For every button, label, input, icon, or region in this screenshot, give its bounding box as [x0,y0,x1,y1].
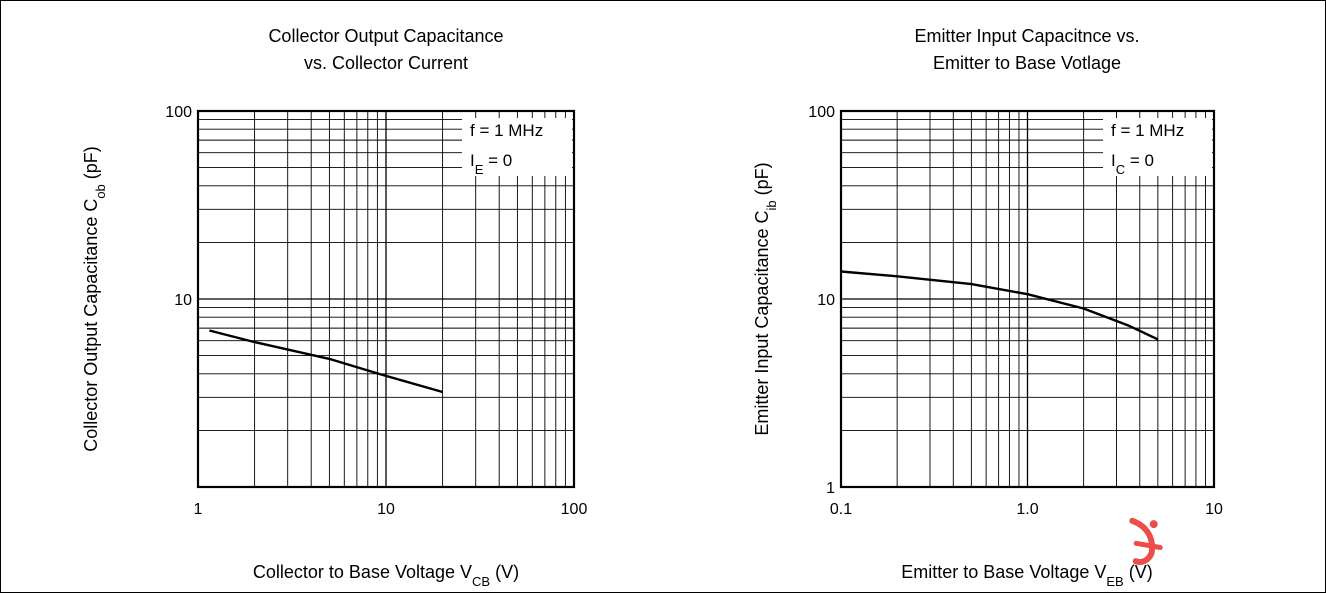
y-tick-label: 1 [826,480,835,497]
x-axis-label: Collector to Base Voltage VCB (V) [253,562,519,589]
x-axis-label: Emitter to Base Voltage VEB (V) [901,562,1152,589]
y-tick-label: 10 [174,292,192,309]
chart-title-line: Emitter to Base Votlage [933,53,1121,73]
x-tick-label: 0.1 [830,501,852,518]
condition-label: f = 1 MHz [1111,121,1184,140]
y-tick-label: 10 [817,292,835,309]
x-tick-label: 1.0 [1016,501,1038,518]
series-line [840,270,1159,341]
plot-area [839,109,1216,489]
logo-watermark-icon [1129,517,1163,565]
y-tick-label: 100 [808,104,835,121]
series-line [209,329,443,394]
chart-title-line: vs. Collector Current [304,53,468,73]
x-tick-label: 100 [561,501,588,518]
condition-label: f = 1 MHz [470,121,543,140]
y-axis-label: Collector Output Capacitance Cob (pF) [81,146,108,452]
chart-title-line: Emitter Input Capacitnce vs. [914,26,1139,46]
chart-title-line: Collector Output Capacitance [268,26,503,46]
chart-1: Collector Output Capacitance vs. Collecto… [81,26,587,589]
conditions-box [462,118,572,176]
y-tick-label: 100 [165,104,192,121]
conditions-box [1103,118,1212,176]
y-axis-label: Emitter Input Capacitance Cib (pF) [752,162,779,435]
plot-area [196,109,576,489]
x-tick-label: 1 [194,501,203,518]
chart-2: Emitter Input Capacitnce vs. Emitter to B… [752,26,1223,589]
x-tick-label: 10 [377,501,395,518]
x-tick-label: 10 [1205,501,1223,518]
